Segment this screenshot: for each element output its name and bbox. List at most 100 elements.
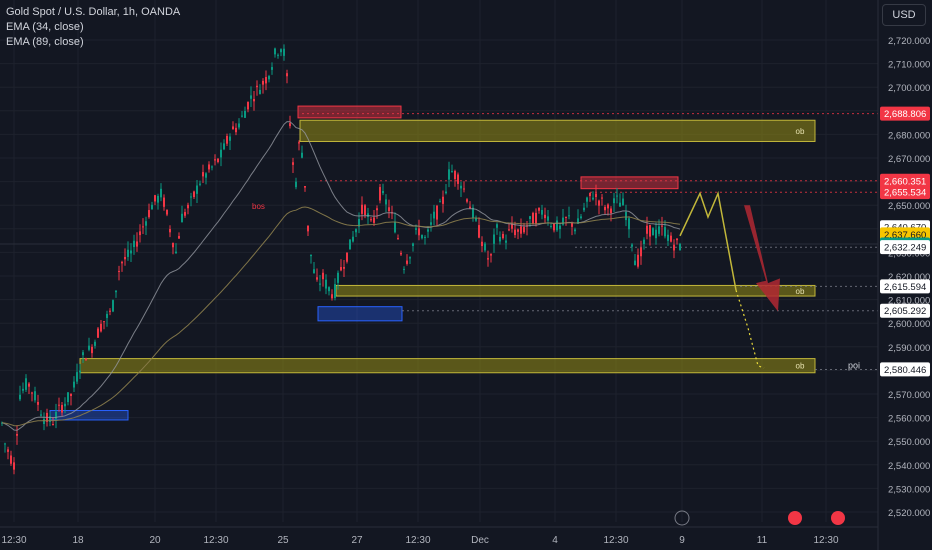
candle-body xyxy=(637,254,639,267)
candle-body xyxy=(496,224,498,228)
price-label-text: 2,580.446 xyxy=(884,365,926,376)
candle-body xyxy=(502,233,504,239)
candle-body xyxy=(376,208,378,211)
candle-body xyxy=(412,243,414,246)
candle-body xyxy=(145,221,147,226)
projection-path xyxy=(679,190,737,291)
candle-body xyxy=(571,222,573,227)
candle-body xyxy=(478,225,480,238)
candle-body xyxy=(400,252,402,255)
candle-body xyxy=(394,221,396,233)
chart-grid xyxy=(0,0,878,522)
candle-body xyxy=(562,217,564,225)
candle-body xyxy=(154,195,156,202)
candle-body xyxy=(379,187,381,201)
chart-zones: ob ob ob xyxy=(49,105,878,421)
candle-body xyxy=(304,185,306,188)
candle-body xyxy=(475,217,477,221)
ob-zone xyxy=(299,119,816,142)
candle-body xyxy=(331,294,333,299)
price-tick-label: 2,650.000 xyxy=(888,201,930,212)
candle-body xyxy=(640,247,642,257)
candle-body xyxy=(469,206,471,209)
candle-body xyxy=(31,392,33,394)
candle-body xyxy=(61,405,63,413)
price-tick-label: 2,530.000 xyxy=(888,484,930,495)
currency-button[interactable]: USD xyxy=(882,4,926,26)
candle-body xyxy=(22,388,24,391)
candle-body xyxy=(298,142,300,144)
candle-body xyxy=(1,422,3,424)
candle-body xyxy=(82,352,84,356)
candle-body xyxy=(343,267,345,269)
candle-body xyxy=(292,162,294,165)
candle-body xyxy=(439,201,441,203)
candle-body xyxy=(586,197,588,202)
candle-body xyxy=(184,212,186,216)
candle-body xyxy=(97,328,99,338)
price-label-text: 2,605.292 xyxy=(884,306,926,317)
candle-body xyxy=(385,199,387,205)
supply-box xyxy=(297,105,402,119)
candle-body xyxy=(70,393,72,397)
time-axis[interactable]: 12:30 18 20 12:30 25 27 12:30 Dec 4 12:30 9 11 12:30 xyxy=(0,526,878,546)
candle-body xyxy=(592,197,594,200)
candle-body xyxy=(532,212,534,225)
supply-box xyxy=(580,176,679,190)
candle-body xyxy=(316,277,318,280)
candle-body xyxy=(310,254,312,257)
candle-body xyxy=(229,136,231,141)
candle-body xyxy=(319,283,321,285)
candle-body xyxy=(523,227,525,233)
chart-legend: Gold Spot / U.S. Dollar, 1h, OANDA EMA (… xyxy=(6,5,180,50)
ema89-line xyxy=(1,206,681,427)
candle-body xyxy=(43,418,45,425)
candle-body xyxy=(487,258,489,260)
candle-body xyxy=(349,239,351,250)
candle-body xyxy=(358,219,360,227)
candle-body xyxy=(601,197,603,199)
candle-body xyxy=(271,67,273,70)
candle-body xyxy=(220,149,222,158)
price-label-bg xyxy=(880,185,930,200)
price-tick-label: 2,520.000 xyxy=(888,508,930,519)
candle-body xyxy=(238,123,240,128)
candle-body xyxy=(370,219,372,221)
price-label-text: 2,655.534 xyxy=(884,188,926,199)
candle-body xyxy=(484,243,486,251)
candle-body xyxy=(133,240,135,248)
candle-body xyxy=(514,229,516,236)
price-label-text: 2,637.660 xyxy=(884,230,926,241)
candle-body xyxy=(613,198,615,204)
price-tick-label: 2,570.000 xyxy=(888,390,930,401)
candle-body xyxy=(163,197,165,207)
bos-label: bos xyxy=(252,202,265,211)
candle-body xyxy=(511,223,513,229)
candle-body xyxy=(517,229,519,232)
price-tick-label: 2,540.000 xyxy=(888,461,930,472)
candle-body xyxy=(679,243,681,251)
price-axis[interactable]: 2,520.000 2,530.000 2,540.000 2,550.000 2,56… xyxy=(877,0,930,550)
candle-body xyxy=(307,225,309,232)
candle-body xyxy=(55,411,57,419)
candle-body xyxy=(451,171,453,173)
time-tick-label: 18 xyxy=(72,535,84,546)
candle-body xyxy=(283,48,285,56)
time-tick-label: 12:30 xyxy=(203,535,228,546)
candle-body xyxy=(373,217,375,223)
candle-body xyxy=(364,205,366,216)
candle-body xyxy=(223,143,225,150)
price-labels: 2,688.8062,660.3512,655.5342,640.6702,63… xyxy=(880,106,930,377)
price-tick-label: 2,700.000 xyxy=(888,83,930,94)
candle-body xyxy=(673,244,675,251)
candle-body xyxy=(160,188,162,198)
price-label-text: 2,615.594 xyxy=(884,282,926,293)
ema34-legend[interactable]: EMA (34, close) xyxy=(6,21,84,33)
candle-body xyxy=(442,196,444,204)
candle-body xyxy=(112,300,114,312)
candle-body xyxy=(499,236,501,242)
symbol-title[interactable]: Gold Spot / U.S. Dollar, 1h, OANDA xyxy=(6,6,181,18)
candle-body xyxy=(79,370,81,373)
ema89-legend[interactable]: EMA (89, close) xyxy=(6,36,84,48)
